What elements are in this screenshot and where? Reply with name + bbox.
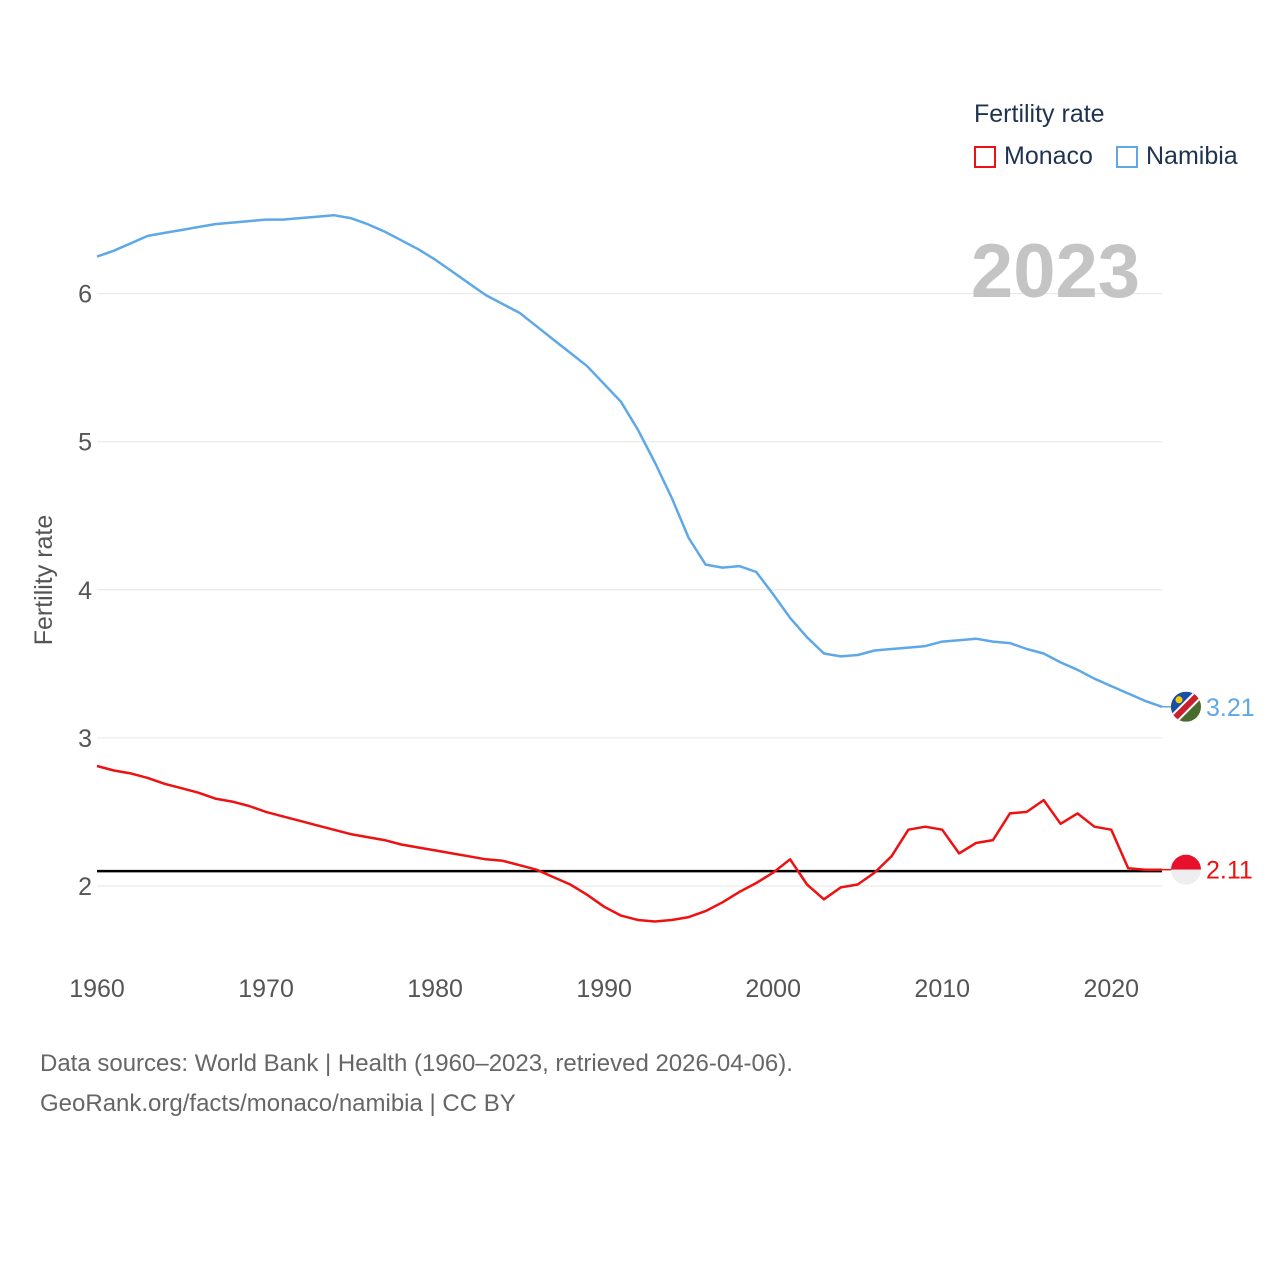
x-tick-label: 1980: [407, 975, 463, 1003]
series-line-namibia[interactable]: [96, 213, 1163, 708]
year-label: 2023: [970, 229, 1140, 314]
end-value-label-monaco: 2.11: [1206, 857, 1253, 885]
y-tick-label: 6: [78, 281, 92, 309]
x-tick-label: 1970: [238, 975, 294, 1003]
y-tick-label: 3: [78, 725, 92, 753]
x-tick-label: 2000: [745, 975, 801, 1003]
legend-title: Fertility rate: [974, 100, 1105, 128]
y-tick-label: 4: [78, 577, 92, 605]
legend-swatch-monaco: [974, 145, 996, 168]
series-line-monaco[interactable]: [96, 764, 1162, 923]
end-markers: 3.21 2.11: [1162, 691, 1255, 885]
attribution-link[interactable]: GeoRank.org/facts/monaco/namibia | CC BY: [40, 1090, 516, 1117]
flag-icon-namibia: [1171, 691, 1201, 722]
legend-label-namibia: Namibia: [1146, 142, 1238, 170]
series-layer: [96, 213, 1163, 923]
y-tick-label: 5: [78, 429, 92, 457]
sources-line: Data sources: World Bank | Health (1960–…: [40, 1050, 793, 1077]
legend-item-namibia[interactable]: Namibia: [1116, 142, 1238, 171]
grid-lines: 2 3 4 5 6 1960 1970 1980 1990 2000 2010 2020: [69, 281, 1162, 1003]
x-tick-label: 1990: [576, 975, 632, 1003]
end-value-label-namibia: 3.21: [1206, 694, 1255, 722]
legend-item-monaco[interactable]: Monaco: [974, 142, 1093, 171]
x-tick-label: 2020: [1083, 975, 1139, 1003]
legend-label-monaco: Monaco: [1004, 142, 1093, 170]
x-tick-label: 2010: [914, 975, 970, 1003]
data-sources: Data sources: World Bank | Health (1960–…: [40, 1044, 793, 1124]
y-tick-label: 2: [78, 873, 92, 901]
flag-icon-monaco: [1171, 854, 1201, 885]
legend-swatch-namibia: [1116, 145, 1138, 168]
y-axis-label: Fertility rate: [30, 515, 58, 646]
x-tick-label: 1960: [69, 975, 125, 1003]
